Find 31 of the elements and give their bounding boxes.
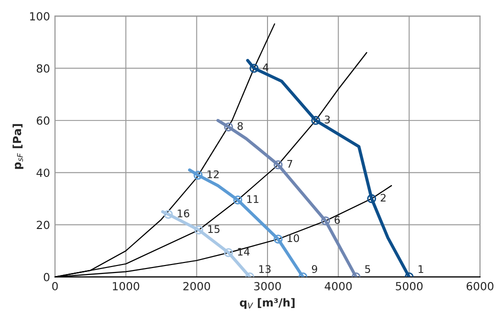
x-tick-label: 0 — [52, 282, 58, 290]
annotation: 6 — [334, 216, 340, 224]
annotation: 12 — [208, 170, 219, 178]
y-tick-label: 20 — [36, 220, 50, 230]
x-tick-label: 1000 — [112, 282, 140, 290]
annotation: 9 — [312, 265, 318, 273]
annotation: 3 — [324, 116, 330, 124]
x-tick-label: 2000 — [183, 282, 210, 290]
annotation: 10 — [288, 234, 300, 242]
annotation: 5 — [365, 265, 370, 273]
annotation: 16 — [178, 209, 190, 218]
x-axis-title: q$_{V}$ [m³/h] — [240, 298, 295, 309]
annotation: 4 — [262, 64, 268, 72]
x-tick-label: 4000 — [324, 282, 352, 290]
y-tick-label: 60 — [36, 116, 50, 125]
y-tick-label: 40 — [36, 168, 50, 177]
annotation: 11 — [247, 195, 258, 203]
y-tick-label: 100 — [30, 12, 50, 20]
annotation: 2 — [380, 194, 386, 202]
y-tick-label: 0 — [44, 272, 50, 282]
y-tick-label: 80 — [36, 64, 50, 73]
annotation: 7 — [287, 160, 292, 168]
annotation: 13 — [259, 265, 271, 273]
x-tick-label: 6000 — [466, 282, 494, 290]
x-tick-label: 3000 — [254, 282, 281, 290]
annotation: 8 — [238, 122, 243, 130]
annotation: 15 — [208, 225, 220, 233]
x-tick-label: 5000 — [396, 282, 423, 290]
y-axis-title: p$_{sF}$ [Pa] — [12, 124, 24, 169]
annotation: 1 — [418, 265, 424, 273]
annotation: 14 — [238, 248, 250, 256]
